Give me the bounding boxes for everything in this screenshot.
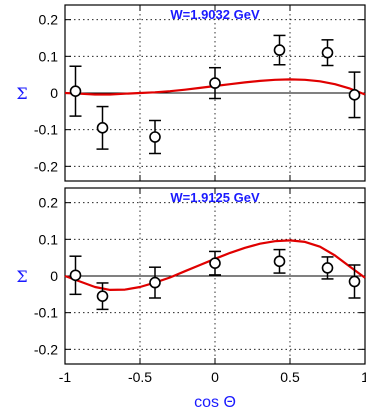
- model-curve: [64, 78, 366, 96]
- data-point: [149, 276, 161, 289]
- model-curve: [64, 239, 366, 291]
- y-tick-label: 0.1: [39, 231, 59, 247]
- x-tick-label: -1: [59, 369, 72, 385]
- y-axis-label: Σ: [16, 84, 27, 103]
- data-point: [69, 85, 82, 97]
- data-point: [273, 44, 286, 56]
- y-tick-label: -0.2: [34, 158, 58, 174]
- data-point: [96, 290, 109, 302]
- x-tick-label: 0.5: [280, 369, 300, 385]
- panel-top: -0.2 -0.1 0 0.1 0.2 Σ W=1.9032 GeV: [16, 4, 366, 182]
- data-point: [321, 262, 334, 274]
- data-point: [96, 122, 109, 134]
- panel-title: W=1.9032 GeV: [170, 7, 260, 22]
- y-tick-label: -0.1: [34, 122, 58, 138]
- data-point: [69, 269, 82, 282]
- data-point: [209, 77, 221, 89]
- data-point: [209, 257, 221, 269]
- data-point: [149, 131, 161, 143]
- y-tick-label: 0.2: [39, 12, 59, 28]
- x-tick-label: -0.5: [128, 369, 152, 385]
- data-point: [348, 275, 361, 288]
- data-point: [348, 89, 361, 101]
- y-tick-label: 0: [50, 268, 58, 284]
- y-tick-label: -0.2: [34, 341, 58, 357]
- y-tick-label: 0.2: [39, 195, 59, 211]
- y-axis-label: Σ: [16, 267, 27, 286]
- panel-title: W=1.9125 GeV: [170, 190, 260, 205]
- y-tick-label: -0.1: [34, 305, 58, 321]
- x-tick-label: 1: [361, 369, 366, 385]
- data-point: [321, 46, 334, 59]
- data-point: [273, 255, 286, 268]
- y-tick-label: 0.1: [39, 48, 59, 64]
- y-tick-label: 0: [50, 85, 58, 101]
- x-tick-label: 0: [211, 369, 219, 385]
- x-axis-label: cos Θ: [194, 394, 236, 411]
- panel-bottom: -0.2 -0.1 0 0.1 0.2 -1 -0.5 0 0.5 1 Σ W=1.9125 GeV: [16, 187, 366, 385]
